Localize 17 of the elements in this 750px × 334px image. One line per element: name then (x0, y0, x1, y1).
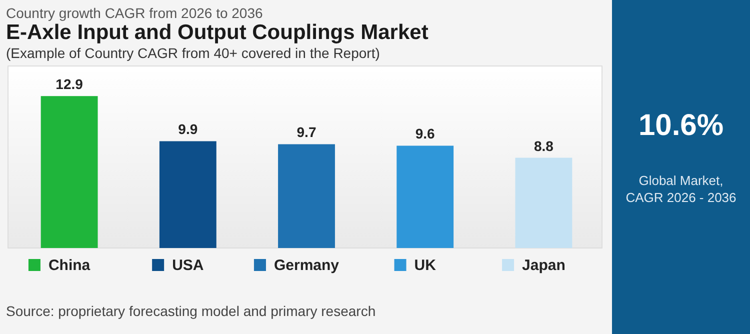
data-label: 9.9 (178, 121, 198, 138)
text: 10.6% (638, 109, 724, 142)
x-tick-label: UK (414, 257, 436, 274)
data-label: 9.6 (415, 126, 436, 142)
x-tick-label: Japan (522, 257, 566, 274)
data-label: 12.9 (56, 76, 84, 92)
source-note: Source: proprietary forecasting model and primary research (6, 303, 376, 319)
text: Country growth CAGR from 2026 to 2036 (6, 5, 264, 21)
x-tick-label: USA (172, 257, 204, 274)
chart-subtitle: (Example of Country CAGR from 40+ covered in the Report) (6, 45, 380, 61)
text: Global Market, (638, 173, 724, 188)
text: CAGR 2026 - 2036 (626, 190, 736, 205)
data-label: 8.8 (534, 138, 554, 154)
data-label: 9.7 (296, 124, 316, 140)
x-tick-label: Germany (274, 257, 340, 274)
x-tick-label: China (48, 257, 91, 274)
chart-title: E-Axle Input and Output Couplings Market (6, 21, 428, 44)
